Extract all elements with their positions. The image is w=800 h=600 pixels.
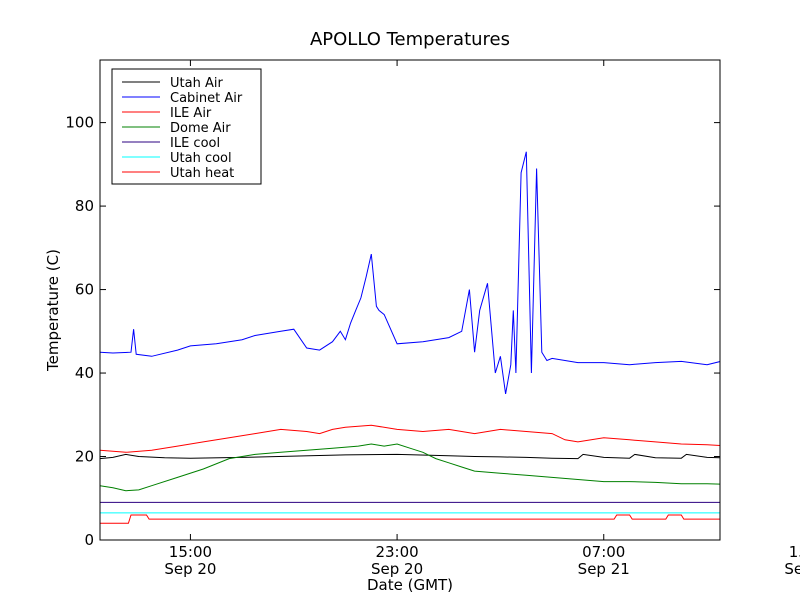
- y-tick-label: 20: [75, 448, 94, 466]
- y-tick-label: 40: [75, 364, 94, 382]
- series-line-utah-heat: [100, 514, 720, 524]
- series-line-dome-air: [100, 443, 720, 492]
- legend-entry-label: ILE cool: [170, 136, 220, 151]
- legend-entry-label: Cabinet Air: [170, 91, 243, 106]
- legend-entry-label: Utah Air: [170, 76, 223, 91]
- legend-entry-label: Utah cool: [170, 151, 232, 166]
- x-tick-label-time: 07:00: [582, 543, 625, 561]
- plot-frame: [99, 59, 721, 541]
- y-tick-label: 60: [75, 281, 94, 299]
- chart-title: APOLLO Temperatures: [310, 29, 510, 50]
- x-tick-label-time: 15:00: [789, 543, 800, 561]
- y-tick-label: 80: [75, 197, 94, 215]
- y-tick-label: 0: [84, 531, 94, 549]
- series-layer: [100, 151, 720, 524]
- series-line-ile-air: [100, 424, 720, 453]
- series-line-utah-air: [100, 453, 720, 460]
- x-axis-label: Date (GMT): [367, 576, 453, 594]
- x-tick-label-date: Sep 21: [784, 560, 800, 578]
- legend-entry-label: Utah heat: [170, 166, 234, 181]
- legend-entry-label: Dome Air: [170, 121, 231, 136]
- x-tick-label-date: Sep 20: [371, 560, 423, 578]
- y-tick-label: 100: [65, 114, 94, 132]
- x-tick-label-date: Sep 21: [578, 560, 630, 578]
- y-axis-label: Temperature (C): [44, 249, 62, 372]
- series-line-cabinet-air: [100, 151, 720, 394]
- x-tick-label-date: Sep 20: [164, 560, 216, 578]
- y-axis-ticks: 0 20 40 60 80 100: [65, 114, 720, 549]
- x-tick-label-time: 23:00: [375, 543, 418, 561]
- x-tick-label-time: 15:00: [169, 543, 212, 561]
- legend-entry-label: ILE Air: [170, 106, 212, 121]
